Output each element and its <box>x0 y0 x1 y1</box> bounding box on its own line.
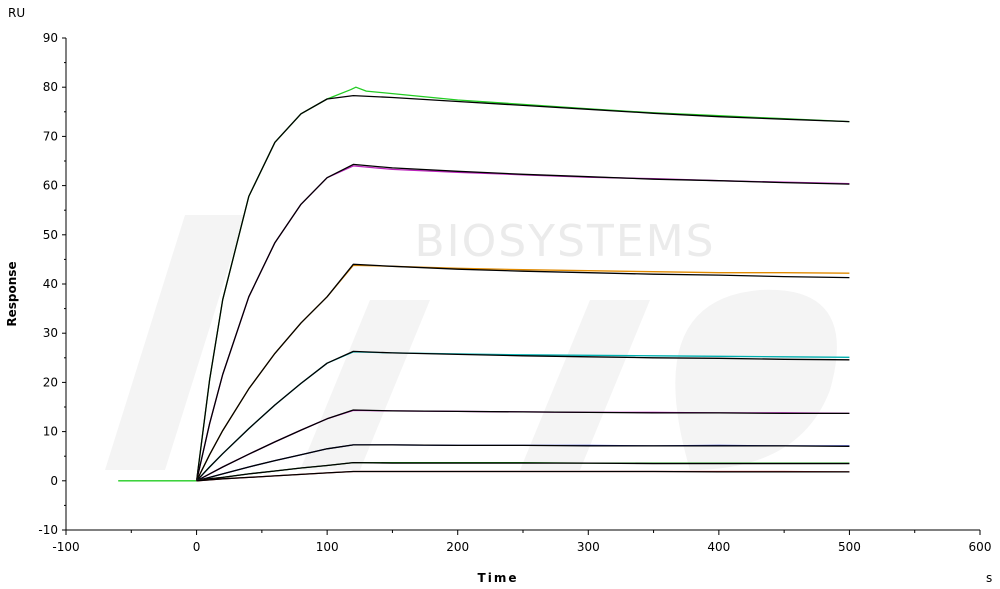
fit-curve-7 <box>196 461 850 482</box>
y-tick-label: -10 <box>38 523 58 537</box>
x-axis-title: Time <box>478 571 519 585</box>
y-unit-label: RU <box>8 6 25 20</box>
watermark-logo-shape <box>105 215 837 470</box>
x-unit-label: s <box>986 571 992 585</box>
y-axis-title: Response <box>5 261 19 326</box>
fit-curve-5 <box>196 409 850 482</box>
x-tick-label: -100 <box>52 540 79 554</box>
y-tick-label: 10 <box>43 425 58 439</box>
watermark-text: BIOSYSTEMS <box>414 216 715 267</box>
y-tick-label: 90 <box>43 31 58 45</box>
y-tick-label: 20 <box>43 375 58 389</box>
x-tick-label: 500 <box>838 540 861 554</box>
fit-curve-3 <box>196 263 850 482</box>
x-tick-label: 200 <box>446 540 469 554</box>
fit-curve-6 <box>196 444 850 482</box>
y-tick-label: 30 <box>43 326 58 340</box>
y-tick-label: 50 <box>43 228 58 242</box>
series-layer <box>118 86 850 482</box>
x-tick-label: 100 <box>316 540 339 554</box>
fit-curve-1 <box>195 94 850 481</box>
y-tick-label: 40 <box>43 277 58 291</box>
y-tick-label: 70 <box>43 129 58 143</box>
y-tick-label: 60 <box>43 179 58 193</box>
watermark-layer: BIOSYSTEMS <box>105 215 837 470</box>
x-tick-label: 600 <box>969 540 992 554</box>
fit-curve-2 <box>195 163 850 481</box>
x-tick-label: 0 <box>193 540 201 554</box>
fit-curve-4 <box>196 350 850 482</box>
x-tick-label: 300 <box>577 540 600 554</box>
x-tick-label: 400 <box>707 540 730 554</box>
y-tick-label: 80 <box>43 80 58 94</box>
measured-curve-8 <box>196 470 850 482</box>
y-tick-label: 0 <box>50 474 58 488</box>
fit-curve-8 <box>196 470 850 482</box>
